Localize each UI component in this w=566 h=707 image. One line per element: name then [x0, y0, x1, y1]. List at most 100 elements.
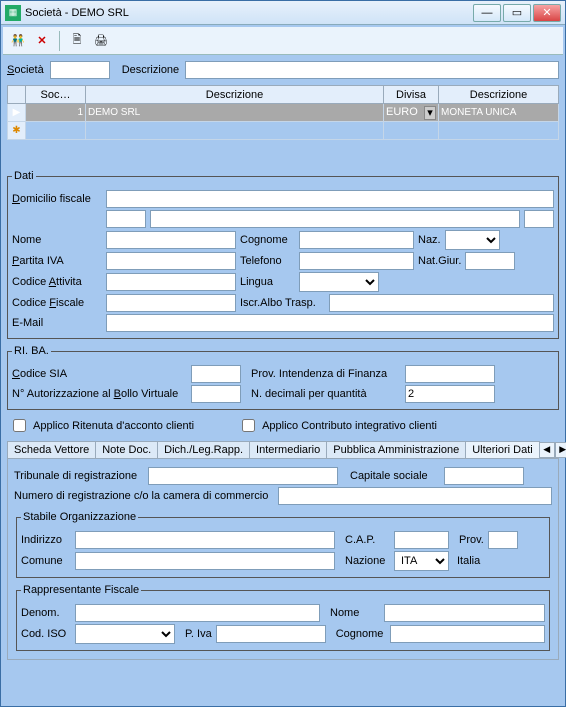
- provint-label: Prov. Intendenza di Finanza: [251, 368, 401, 380]
- cf-input[interactable]: [106, 294, 236, 312]
- naz-label: Naz.: [418, 234, 441, 246]
- societa-label: Società: [7, 64, 44, 76]
- grid[interactable]: Soc… Descrizione Divisa Descrizione ▶ 1 …: [7, 85, 559, 140]
- row-indicator-icon: ▶: [8, 104, 26, 122]
- new-row-icon: ✱: [8, 122, 26, 140]
- capitale-input[interactable]: [444, 467, 524, 485]
- tab-ulteriori-dati[interactable]: Ulteriori Dati: [465, 441, 540, 458]
- toolbar-separator: [59, 31, 60, 51]
- tab-scroll-right-icon[interactable]: ▶: [555, 442, 566, 458]
- nome2-input[interactable]: [384, 604, 545, 622]
- contributo-label: Applico Contributo integrativo clienti: [262, 420, 437, 432]
- table-row[interactable]: ▶ 1 DEMO SRL EURO▾ MONETA UNICA: [8, 104, 559, 122]
- piva2-input[interactable]: [216, 625, 326, 643]
- cap-input[interactable]: [394, 531, 449, 549]
- app-icon: ▦: [5, 5, 21, 21]
- numreg-input[interactable]: [278, 487, 552, 505]
- minimize-button[interactable]: —: [473, 4, 501, 22]
- cf-label: Codice Fiscale: [12, 297, 102, 309]
- codatt-input[interactable]: [106, 273, 236, 291]
- riba-legend: RI. BA.: [12, 345, 51, 357]
- stabile-legend: Stabile Organizzazione: [21, 511, 138, 523]
- find-icon[interactable]: 👬: [7, 30, 29, 52]
- nazione-descr: Italia: [457, 555, 480, 567]
- telefono-label: Telefono: [240, 255, 295, 267]
- indirizzo-label: Indirizzo: [21, 534, 71, 546]
- comune-label: Comune: [21, 555, 71, 567]
- natgiur-label: Nat.Giur.: [418, 255, 461, 267]
- tab-pubblica-amm[interactable]: Pubblica Amministrazione: [326, 441, 466, 458]
- rappresentante-group: Rappresentante Fiscale Denom. Nome Cod. …: [16, 584, 550, 651]
- col-descr[interactable]: Descrizione: [86, 86, 384, 104]
- nazione-label: Nazione: [345, 555, 390, 567]
- cell-divisa[interactable]: EURO▾: [384, 104, 439, 122]
- bollo-label: N° Autorizzazione al Bollo Virtuale: [12, 388, 187, 400]
- bollo-input[interactable]: [191, 385, 241, 403]
- cognome2-input[interactable]: [390, 625, 545, 643]
- col-descr2[interactable]: Descrizione: [439, 86, 559, 104]
- tribunale-input[interactable]: [148, 467, 338, 485]
- provint-input[interactable]: [405, 365, 495, 383]
- preview-icon[interactable]: 🗎: [66, 30, 88, 52]
- lingua-label: Lingua: [240, 276, 295, 288]
- contributo-check[interactable]: Applico Contributo integrativo clienti: [238, 416, 437, 435]
- telefono-input[interactable]: [299, 252, 414, 270]
- toolbar: 👬 ✕ 🗎 🖨: [3, 27, 563, 55]
- codsia-input[interactable]: [191, 365, 241, 383]
- indirizzo-input[interactable]: [75, 531, 335, 549]
- delete-icon[interactable]: ✕: [31, 30, 53, 52]
- denom-input[interactable]: [75, 604, 320, 622]
- window: ▦ Società - DEMO SRL — ▭ ✕ 👬 ✕ 🗎 🖨 Socie…: [0, 0, 566, 707]
- cell-descr: DEMO SRL: [86, 104, 384, 122]
- tab-note-doc[interactable]: Note Doc.: [95, 441, 158, 458]
- ritenuta-label: Applico Ritenuta d'acconto clienti: [33, 420, 194, 432]
- nome-input[interactable]: [106, 231, 236, 249]
- filter-row: Società Descrizione: [5, 57, 561, 83]
- riba-group: RI. BA. Codice SIA Prov. Intendenza di F…: [7, 345, 559, 410]
- numreg-label: Numero di registrazione c/o la camera di…: [14, 490, 274, 502]
- email-label: E-Mail: [12, 317, 102, 329]
- ndec-input[interactable]: [405, 385, 495, 403]
- tab-dich-leg[interactable]: Dich./Leg.Rapp.: [157, 441, 250, 458]
- domicilio-input-2c[interactable]: [524, 210, 554, 228]
- cognome-input[interactable]: [299, 231, 414, 249]
- lingua-select[interactable]: [299, 272, 379, 292]
- natgiur-input[interactable]: [465, 252, 515, 270]
- close-button[interactable]: ✕: [533, 4, 561, 22]
- domicilio-input-2b[interactable]: [150, 210, 520, 228]
- cell-descr2: MONETA UNICA: [439, 104, 559, 122]
- piva-input[interactable]: [106, 252, 236, 270]
- piva2-label: P. Iva: [185, 628, 212, 640]
- col-soc[interactable]: Soc…: [26, 86, 86, 104]
- cognome-label: Cognome: [240, 234, 295, 246]
- tab-scroll-left-icon[interactable]: ◀: [539, 442, 555, 458]
- naz-select[interactable]: [445, 230, 500, 250]
- descrizione-label: Descrizione: [122, 64, 179, 76]
- prov-input[interactable]: [488, 531, 518, 549]
- tab-scheda-vettore[interactable]: Scheda Vettore: [7, 441, 96, 458]
- codsia-label: Codice SIA: [12, 368, 187, 380]
- col-divisa[interactable]: Divisa: [384, 86, 439, 104]
- dati-group: Dati Domicilio fiscale Nome Cognome Naz.: [7, 170, 559, 339]
- piva-label: Partita IVA: [12, 255, 102, 267]
- societa-input[interactable]: [50, 61, 110, 79]
- ndec-label: N. decimali per quantità: [251, 388, 401, 400]
- print-icon[interactable]: 🖨: [90, 30, 112, 52]
- tab-intermediario[interactable]: Intermediario: [249, 441, 327, 458]
- email-input[interactable]: [106, 314, 554, 332]
- tabpanel-ulteriori: Tribunale di registrazione Capitale soci…: [7, 458, 559, 660]
- nome2-label: Nome: [330, 607, 380, 619]
- ritenuta-check[interactable]: Applico Ritenuta d'acconto clienti: [9, 416, 194, 435]
- comune-input[interactable]: [75, 552, 335, 570]
- codiso-label: Cod. ISO: [21, 628, 71, 640]
- table-row-new[interactable]: ✱: [8, 122, 559, 140]
- domicilio-input-2a[interactable]: [106, 210, 146, 228]
- cognome2-label: Cognome: [336, 628, 386, 640]
- descrizione-input[interactable]: [185, 61, 559, 79]
- maximize-button[interactable]: ▭: [503, 4, 531, 22]
- codiso-select[interactable]: [75, 624, 175, 644]
- nazione-select[interactable]: ITA: [394, 551, 449, 571]
- domicilio-input-1[interactable]: [106, 190, 554, 208]
- iscralbo-label: Iscr.Albo Trasp.: [240, 297, 325, 309]
- iscralbo-input[interactable]: [329, 294, 554, 312]
